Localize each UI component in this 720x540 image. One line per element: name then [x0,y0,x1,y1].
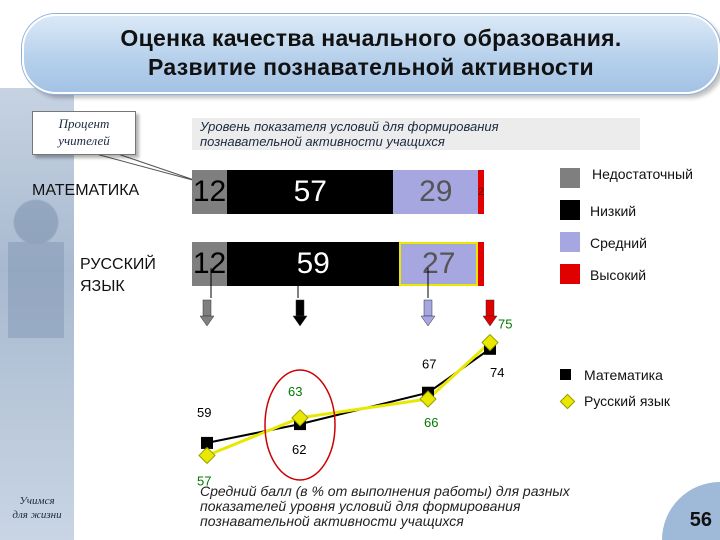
legend-label-low: Низкий [590,203,637,219]
point-russian-insufficient [198,446,216,465]
point-russian-medium [419,390,437,408]
category-arrow-head-low [292,315,308,327]
bar-value-math-insufficient: 12 [192,175,227,208]
footer-line-2: показателей уровня условий для формирова… [200,498,521,514]
bar-segment-russian-high [478,242,484,286]
point-label-math-low: 62 [292,442,306,457]
legend-label-medium: Средний [590,235,647,251]
point-label-math-medium: 67 [422,357,436,372]
sidebar-caption-line-1: Учимся [19,495,55,507]
series-line-math [206,348,491,444]
sidebar [0,88,74,540]
title-line-2: Развитие познавательной активности [148,54,594,80]
line-legend-label-math: Математика [584,367,663,383]
footer-line-1: Средний балл (в % от выполнения работы) … [200,483,570,499]
sidebar-caption: Учимся для жизни [0,494,74,522]
subject-label-russian: РУССКИЙ ЯЗЫК [80,254,156,298]
footer-line-3: познавательной активности учащихся [200,513,464,529]
legend-swatch-insufficient [560,168,580,188]
point-math-insufficient [201,436,213,449]
point-russian-low [291,409,309,427]
stacked-bar-russian: 12 59 27 [192,242,484,286]
highlight-oval [264,369,336,481]
callout-box: Процент учителей [32,111,136,155]
bar-segment-math-insufficient: 12 [192,170,228,214]
bar-segment-math-low: 57 [227,170,394,214]
chart-header-line-2: познавательной активности учащихся [200,134,445,149]
category-arrow-shaft-medium [423,299,433,317]
point-label-russian-low: 63 [288,384,302,399]
title-box: Оценка качества начального образования. … [22,14,720,94]
subject-label-math-line-1: МАТЕМАТИКА [32,182,140,199]
sidebar-caption-line-2: для жизни [12,509,62,521]
stacked-bar-math: 12 57 29 2 [192,170,484,214]
subject-label-russian-line-1: РУССКИЙ [80,256,156,273]
point-label-math-high: 74 [490,365,504,380]
bar-segment-russian-low: 59 [227,242,400,286]
line-legend-label-russian: Русский язык [584,393,671,409]
footer-note: Средний балл (в % от выполнения работы) … [200,484,660,529]
category-arrow-head-medium [420,315,436,327]
subject-label-math: МАТЕМАТИКА [32,182,139,200]
point-label-math-insufficient: 59 [197,405,211,420]
bar-value-math-low: 57 [293,175,327,208]
bar-segment-math-medium: 29 [393,170,479,214]
bar-segment-russian-insufficient: 12 [192,242,228,286]
category-arrow-head-high [482,315,498,327]
legend-swatch-high [560,264,580,284]
category-arrow-shaft-insufficient [202,299,212,317]
chart-header-box: Уровень показателя условий для формирова… [192,118,640,150]
legend-label-high: Высокий [590,267,647,283]
bar-segment-russian-medium: 27 [399,242,479,286]
legend-label-insufficient: Недостаточный [592,166,693,182]
bar-value-russian-low: 59 [296,247,330,280]
legend-swatch-low [560,200,580,220]
bar-value-russian-insufficient: 12 [192,247,227,280]
category-arrow-shaft-low [295,299,305,317]
callout-line-2: учителей [58,133,110,148]
line-legend-marker-math [560,369,571,380]
chart-header-line-1: Уровень показателя условий для формирова… [200,119,499,134]
page-number: 56 [689,509,712,531]
bar-segment-math-high: 2 [478,170,484,214]
subject-label-russian-line-2: ЯЗЫК [80,278,125,295]
point-russian-high [481,333,499,352]
point-label-russian-high: 75 [498,317,512,332]
category-arrow-head-insufficient [199,315,215,327]
sidebar-figure-icon [8,198,64,398]
legend-swatch-medium [560,232,580,252]
bar-value-math-medium: 29 [419,175,453,208]
title-line-1: Оценка качества начального образования. [120,25,622,51]
series-line-russian [206,341,492,457]
callout-line-1: Процент [58,116,110,131]
point-label-russian-insufficient: 57 [197,473,211,488]
bar-value-math-high: 2 [478,186,485,198]
point-label-russian-medium: 66 [424,415,438,430]
category-arrow-shaft-high [485,299,495,317]
